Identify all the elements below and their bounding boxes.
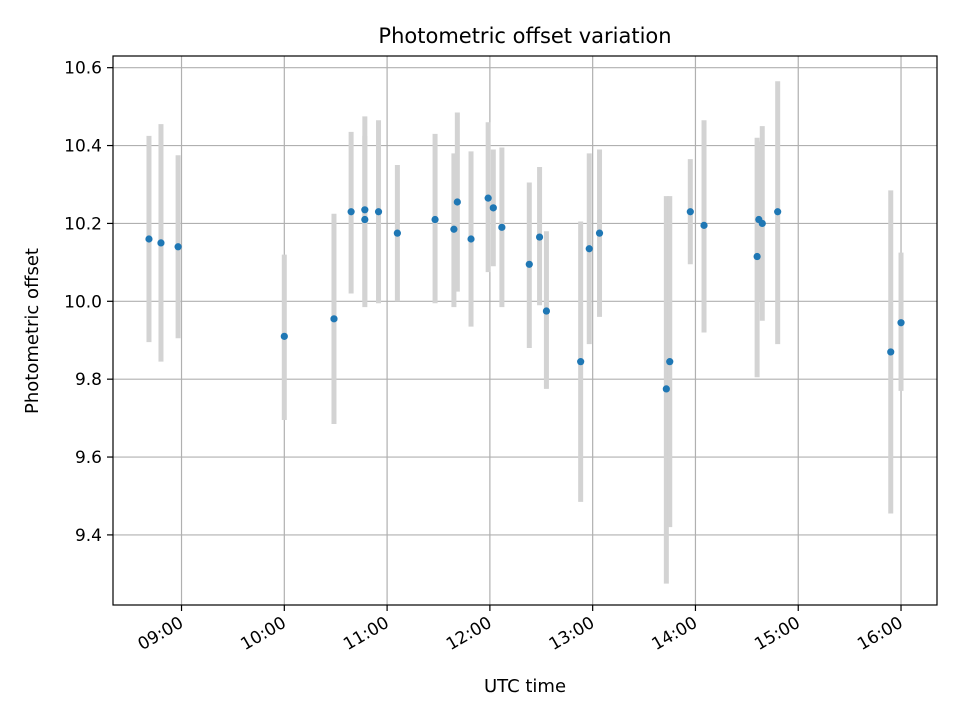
data-point	[897, 319, 905, 327]
chart-title: Photometric offset variation	[378, 24, 671, 48]
data-point	[753, 252, 761, 261]
data-point	[347, 208, 355, 216]
data-point	[887, 348, 895, 356]
y-axis-label: Photometric offset	[22, 248, 43, 414]
data-point	[577, 358, 585, 366]
data-point	[174, 243, 182, 251]
data-point	[700, 221, 708, 229]
data-point	[157, 239, 165, 247]
data-point	[361, 215, 369, 224]
data-point	[374, 208, 383, 216]
data-point	[686, 208, 694, 216]
grid	[113, 56, 937, 605]
data-point	[393, 229, 401, 237]
data-point	[525, 260, 533, 268]
data-point	[453, 198, 461, 206]
data-point	[489, 204, 497, 212]
data-point	[595, 229, 604, 237]
data-points	[145, 194, 905, 393]
data-point	[758, 219, 766, 228]
data-point	[450, 225, 458, 233]
y-tick-label: 10.2	[64, 214, 102, 234]
data-point	[361, 206, 369, 214]
data-point	[431, 215, 439, 224]
data-point	[280, 332, 288, 340]
x-axis-label: UTC time	[484, 676, 566, 697]
data-point	[484, 194, 492, 202]
y-tick-label: 9.8	[75, 370, 102, 390]
data-point	[585, 245, 593, 253]
y-tick-label: 9.4	[75, 526, 102, 546]
data-point	[467, 235, 475, 243]
data-point	[145, 235, 153, 243]
data-point	[666, 358, 674, 366]
data-point	[498, 223, 506, 231]
data-point	[774, 208, 782, 216]
data-point	[542, 307, 551, 315]
y-tick-label: 9.6	[75, 448, 102, 468]
y-tick-label: 10.0	[64, 292, 102, 312]
data-point	[330, 315, 338, 323]
data-point	[535, 233, 544, 241]
y-tick-label: 10.4	[64, 137, 102, 157]
data-point	[662, 385, 670, 393]
y-tick-label: 10.6	[64, 59, 102, 79]
plot-frame	[112, 55, 938, 606]
